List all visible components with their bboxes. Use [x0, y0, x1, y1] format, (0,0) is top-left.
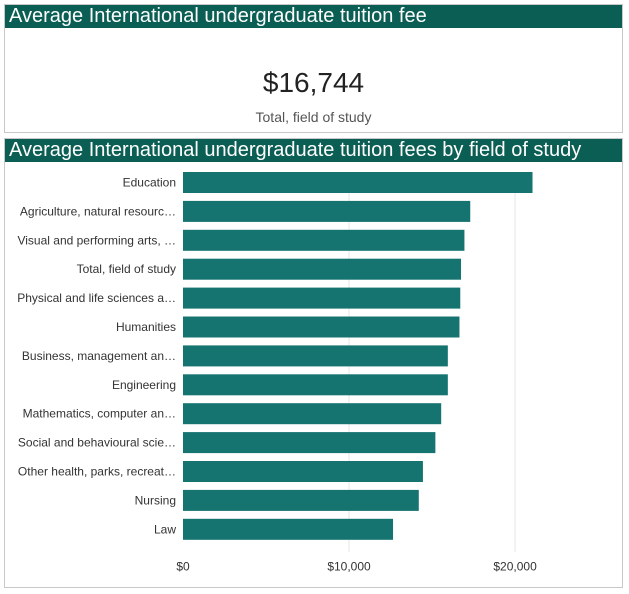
x-tick-label: $20,000 [493, 560, 537, 574]
bar[interactable] [183, 518, 394, 540]
category-label: Nursing [135, 493, 176, 507]
kpi-value: $16,744 [262, 67, 365, 98]
category-label: Education [123, 176, 176, 190]
bar[interactable] [183, 374, 448, 396]
category-label: Social and behavioural scie… [18, 436, 176, 450]
bar[interactable] [183, 489, 419, 511]
category-label: Visual and performing arts, … [17, 233, 176, 247]
bar[interactable] [183, 287, 461, 309]
chart-title: Average International undergraduate tuit… [5, 139, 622, 162]
bar[interactable] [183, 403, 442, 425]
bar[interactable] [183, 461, 423, 482]
category-label: Engineering [112, 378, 176, 392]
bar-chart-card: Average International undergraduate tuit… [4, 138, 623, 588]
category-label: Law [154, 522, 176, 536]
category-label: Total, field of study [77, 262, 176, 276]
category-label: Humanities [116, 320, 176, 334]
x-tick-label: $10,000 [327, 560, 371, 574]
category-label: Physical and life sciences a… [17, 291, 176, 305]
bar[interactable] [183, 316, 460, 338]
bar-chart: $0 $10,000 $20,000 Education Agriculture, na… [17, 172, 537, 574]
kpi-card: Average International undergraduate tuit… [4, 4, 623, 133]
bar[interactable] [183, 432, 436, 454]
category-label: Business, management an… [22, 349, 176, 363]
category-label: Agriculture, natural resourc… [20, 204, 176, 218]
bar[interactable] [183, 229, 465, 251]
bar[interactable] [183, 200, 471, 222]
kpi-title: Average International undergraduate tuit… [5, 5, 622, 28]
category-label: Mathematics, computer an… [23, 407, 176, 421]
bar[interactable] [183, 345, 448, 367]
x-tick-label: $0 [176, 560, 190, 574]
category-label: Other health, parks, recreat… [18, 465, 176, 479]
kpi-label: Total, field of study [255, 109, 372, 125]
bar[interactable] [183, 172, 533, 193]
bar[interactable] [183, 258, 462, 280]
